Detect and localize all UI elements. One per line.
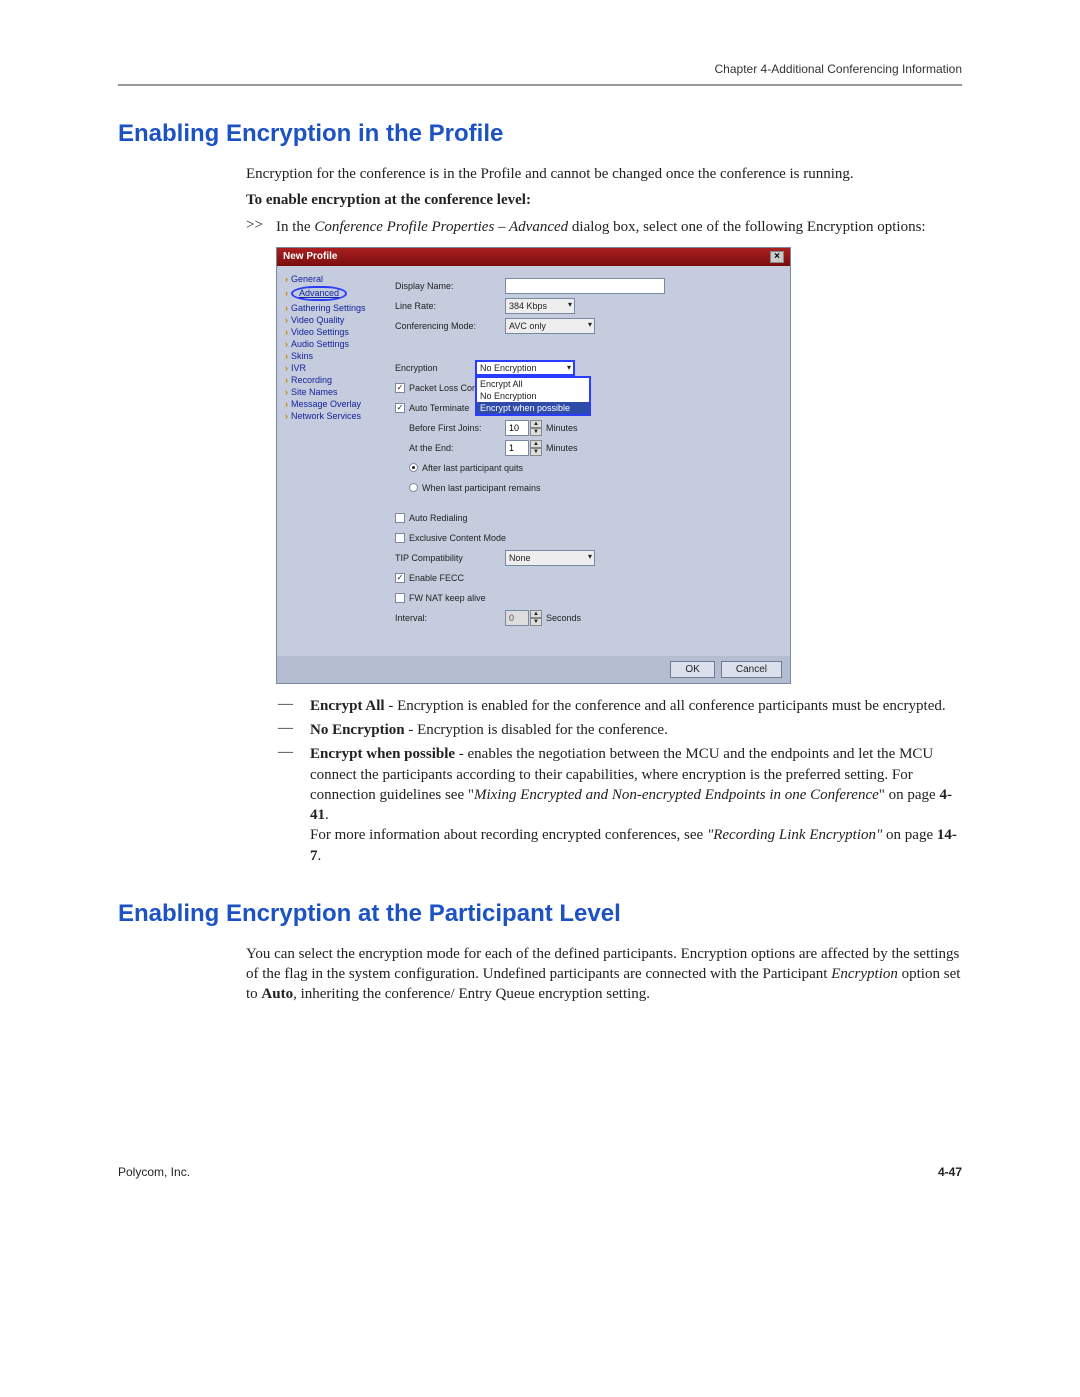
sidebar-item[interactable]: Gathering Settings [285, 303, 383, 313]
packet-loss-checkbox[interactable] [395, 383, 405, 393]
close-icon[interactable]: × [770, 251, 784, 263]
after-last-quits-label: After last participant quits [422, 463, 523, 473]
when-last-remains-radio[interactable] [409, 483, 418, 492]
encryption-option[interactable]: No Encryption [477, 390, 589, 402]
cancel-button[interactable]: Cancel [721, 661, 782, 678]
sidebar-item-advanced[interactable]: Advanced [285, 286, 383, 301]
tip-compat-select[interactable]: None [505, 550, 595, 566]
fwnat-label: FW NAT keep alive [409, 593, 486, 603]
sidebar-item[interactable]: IVR [285, 363, 383, 373]
after-last-quits-radio[interactable] [409, 463, 418, 472]
dash-bullet: — [278, 720, 310, 740]
encryption-label: Encryption [395, 363, 475, 373]
encryption-dropdown: Encrypt All No Encryption Encrypt when p… [475, 376, 591, 416]
interval-label: Interval: [395, 613, 505, 623]
fwnat-checkbox[interactable] [395, 593, 405, 603]
option-encrypt-when-possible: Encrypt when possible - enables the nego… [310, 744, 962, 866]
minutes-unit: Minutes [546, 423, 578, 433]
sidebar-item[interactable]: Network Services [285, 411, 383, 421]
interval-spinner[interactable]: ▲▼ [505, 610, 542, 626]
chapter-header: Chapter 4-Additional Conferencing Inform… [118, 62, 962, 84]
exclusive-content-label: Exclusive Content Mode [409, 533, 506, 543]
dialog-title: New Profile [283, 251, 337, 263]
sidebar-item[interactable]: Message Overlay [285, 399, 383, 409]
encryption-select[interactable]: No Encryption [475, 360, 575, 376]
step-pre: In the [276, 219, 314, 235]
option-no-encryption: No Encryption - Encryption is disabled f… [310, 720, 962, 740]
section-heading-2: Enabling Encryption at the Participant L… [118, 900, 962, 928]
sidebar-item[interactable]: Audio Settings [285, 339, 383, 349]
encryption-option[interactable]: Encrypt All [477, 378, 589, 390]
conf-mode-label: Conferencing Mode: [395, 321, 505, 331]
spin-down-icon[interactable]: ▼ [530, 428, 542, 436]
footer-page-number: 4-47 [938, 1165, 962, 1179]
before-first-label: Before First Joins: [409, 423, 505, 433]
intro-paragraph: Encryption for the conference is in the … [246, 164, 962, 184]
dialog-titlebar: New Profile × [277, 248, 790, 266]
sidebar-item[interactable]: Video Settings [285, 327, 383, 337]
line-rate-label: Line Rate: [395, 301, 505, 311]
at-end-spinner[interactable]: ▲▼ [505, 440, 542, 456]
dialog-sidebar: General Advanced Gathering Settings Vide… [277, 266, 387, 656]
spin-up-icon[interactable]: ▲ [530, 610, 542, 618]
spin-up-icon[interactable]: ▲ [530, 420, 542, 428]
auto-redial-checkbox[interactable] [395, 513, 405, 523]
dialog-form: Display Name: Line Rate: 384 Kbps Confer… [387, 266, 790, 656]
encryption-option[interactable]: Encrypt when possible [477, 402, 589, 414]
sidebar-item[interactable]: Site Names [285, 387, 383, 397]
step-arrow: >> [246, 217, 276, 237]
step-ital: Conference Profile Properties – Advanced [314, 219, 568, 235]
exclusive-content-checkbox[interactable] [395, 533, 405, 543]
when-last-remains-label: When last participant remains [422, 483, 541, 493]
sidebar-item[interactable]: Recording [285, 375, 383, 385]
tip-compat-label: TIP Compatibility [395, 553, 505, 563]
fecc-checkbox[interactable] [395, 573, 405, 583]
step-post: dialog box, select one of the following … [568, 219, 925, 235]
sidebar-item-general[interactable]: General [285, 274, 383, 284]
spin-down-icon[interactable]: ▼ [530, 448, 542, 456]
seconds-unit: Seconds [546, 613, 581, 623]
step-text: In the Conference Profile Properties – A… [276, 217, 962, 237]
auto-terminate-checkbox[interactable] [395, 403, 405, 413]
dash-bullet: — [278, 696, 310, 716]
spin-up-icon[interactable]: ▲ [530, 440, 542, 448]
profile-dialog: New Profile × General Advanced Gathering… [276, 247, 791, 684]
footer-left: Polycom, Inc. [118, 1165, 190, 1179]
display-name-input[interactable] [505, 278, 665, 294]
spin-down-icon[interactable]: ▼ [530, 618, 542, 626]
auto-terminate-label: Auto Terminate [409, 403, 469, 413]
at-end-label: At the End: [409, 443, 505, 453]
line-rate-select[interactable]: 384 Kbps [505, 298, 575, 314]
header-rule [118, 84, 962, 86]
sidebar-item[interactable]: Video Quality [285, 315, 383, 325]
section-heading-1: Enabling Encryption in the Profile [118, 120, 962, 148]
display-name-label: Display Name: [395, 281, 505, 291]
sidebar-item[interactable]: Skins [285, 351, 383, 361]
dash-bullet: — [278, 744, 310, 866]
minutes-unit: Minutes [546, 443, 578, 453]
conf-mode-select[interactable]: AVC only [505, 318, 595, 334]
auto-redial-label: Auto Redialing [409, 513, 468, 523]
fecc-label: Enable FECC [409, 573, 464, 583]
participant-paragraph: You can select the encryption mode for e… [246, 944, 962, 1005]
ok-button[interactable]: OK [670, 661, 714, 678]
before-first-spinner[interactable]: ▲▼ [505, 420, 542, 436]
option-encrypt-all: Encrypt All - Encryption is enabled for … [310, 696, 962, 716]
procedure-subhead: To enable encryption at the conference l… [246, 190, 962, 210]
